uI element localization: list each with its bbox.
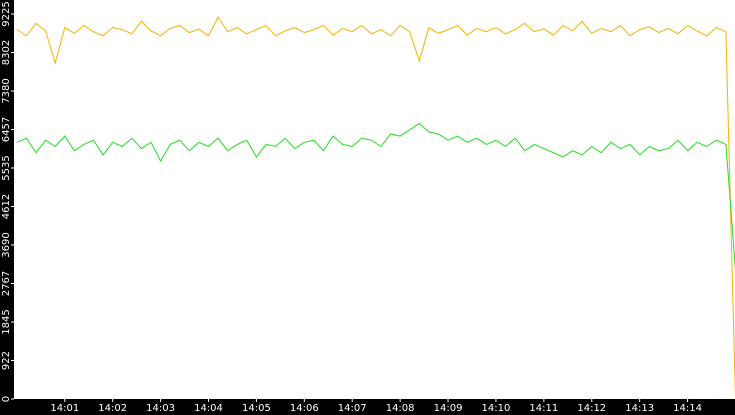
y-tick-label: 3690 (1, 232, 12, 257)
x-tick-label: 14:06 (290, 403, 319, 414)
y-tick-label: 6457 (1, 117, 12, 142)
y-tick-label: 1845 (1, 309, 12, 334)
y-tick-label: 922 (1, 351, 12, 370)
y-tick-label: 9225 (1, 1, 12, 26)
y-axis-strip (0, 0, 14, 415)
x-axis-strip (0, 399, 735, 415)
x-tick-label: 14:03 (146, 403, 175, 414)
y-tick-label: 0 (1, 396, 12, 402)
x-tick-label: 14:13 (625, 403, 654, 414)
x-tick-label: 14:10 (482, 403, 511, 414)
x-tick-label: 14:07 (338, 403, 367, 414)
series-line (16, 122, 735, 270)
x-tick-label: 14:09 (434, 403, 463, 414)
x-tick-label: 14:08 (386, 403, 415, 414)
x-tick-label: 14:01 (50, 403, 79, 414)
x-tick-label: 14:02 (98, 403, 127, 414)
x-tick-label: 14:12 (577, 403, 606, 414)
x-tick-label: 14:14 (673, 403, 702, 414)
y-tick-label: 7380 (1, 78, 12, 103)
y-tick-label: 8302 (1, 40, 12, 65)
y-tick-label: 5535 (1, 155, 12, 180)
series-line (16, 16, 735, 400)
x-tick-label: 14:05 (242, 403, 271, 414)
x-tick-label: 14:04 (194, 403, 223, 414)
y-tick-label: 2767 (1, 271, 12, 296)
x-tick-label: 14:11 (529, 403, 558, 414)
y-tick-label: 4612 (1, 194, 12, 219)
